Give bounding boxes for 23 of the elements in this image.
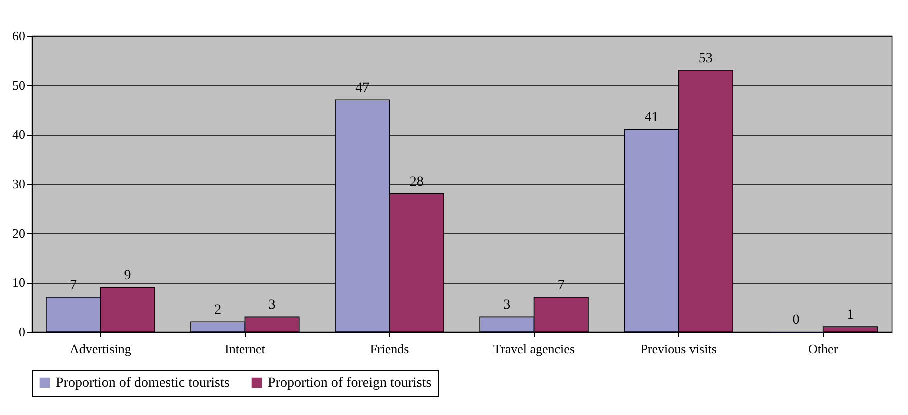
y-tick-label: 0 (19, 324, 26, 340)
x-tick-label: Friends (370, 342, 410, 356)
y-tick-label: 30 (12, 176, 26, 192)
data-label: 2 (214, 303, 222, 318)
data-label: 41 (644, 110, 659, 126)
data-label: 0 (792, 313, 800, 328)
data-label: 53 (698, 52, 713, 67)
data-label: 3 (504, 298, 511, 314)
y-tick-label: 10 (12, 275, 26, 290)
x-tick-label: Internet (224, 342, 266, 356)
y-tick-label: 60 (12, 28, 26, 44)
y-tick-label: 50 (12, 78, 26, 93)
x-tick-label: Travel agencies (494, 342, 576, 356)
data-label: 1 (846, 308, 854, 324)
data-label: 9 (124, 268, 132, 284)
x-tick-label: Previous visits (640, 342, 717, 356)
legend-label: Proportion of domestic tourists (56, 376, 230, 391)
data-label: 3 (268, 298, 276, 314)
y-tick-label: 20 (12, 226, 26, 241)
x-tick-label: Advertising (70, 342, 132, 356)
x-tick-label: Other (808, 342, 839, 356)
legend-label: Proportion of foreign tourists (268, 376, 432, 391)
y-tick-label: 40 (12, 127, 26, 142)
